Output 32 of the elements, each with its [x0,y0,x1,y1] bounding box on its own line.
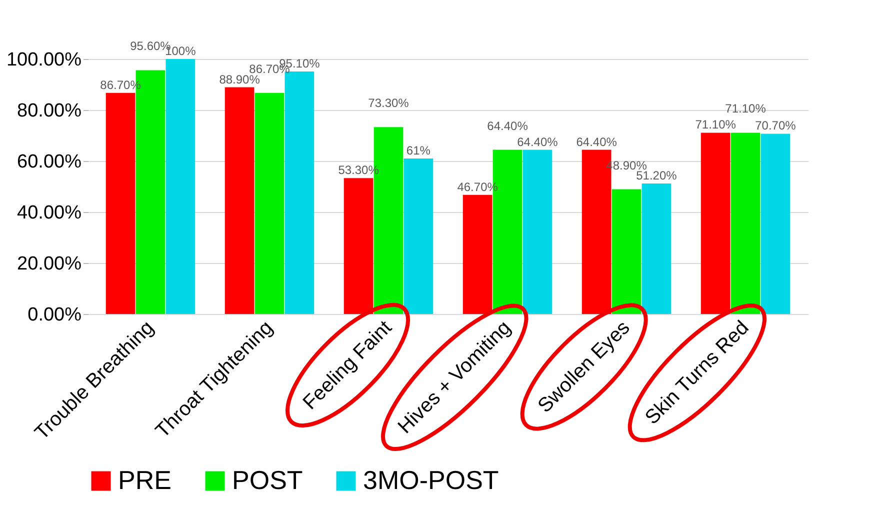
bar [730,132,760,314]
y-tick-label: 100.00% [6,50,82,70]
bar [760,134,790,314]
bar [106,92,136,314]
bar [612,189,642,314]
y-tick-label: 0.00% [28,304,82,326]
data-label: 71.10% [725,102,766,116]
bar [700,132,730,314]
bar [166,59,196,314]
bar [344,178,374,314]
bar [404,158,434,314]
y-tick-label: 40.00% [17,202,82,224]
data-label: 88.90% [219,72,260,86]
data-label: 64.40% [517,134,558,149]
bar [462,194,492,314]
y-tick-label: 60.00% [17,152,82,172]
bar [224,87,254,314]
bar [642,183,672,314]
bar [254,92,284,314]
data-label: 70.70% [755,118,796,133]
legend-label: 3MO-POST [363,465,499,495]
legend-label: PRE [118,465,172,495]
bar [522,150,552,314]
data-label: 64.40% [576,134,618,149]
data-label: 61% [406,143,431,158]
y-tick-label: 20.00% [17,254,82,274]
y-tick-label: 80.00% [17,100,82,122]
legend-label: POST [232,465,303,495]
data-label: 51.20% [636,168,678,182]
data-label: 64.40% [487,118,528,133]
data-label: 73.30% [368,96,410,110]
data-label: 71.10% [695,118,736,132]
